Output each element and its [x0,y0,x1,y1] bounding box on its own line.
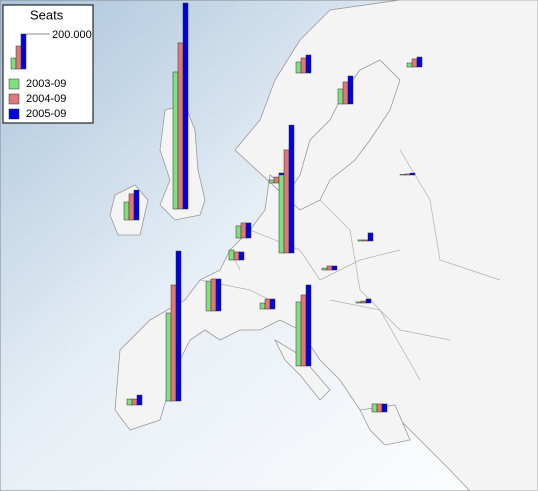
legend-title: Seats [30,7,64,22]
bar [321,267,328,271]
bar [268,179,275,184]
bar [300,294,307,367]
legend-swatch [8,78,20,90]
bar [182,2,189,210]
bar [360,300,367,304]
bar [259,302,266,310]
bar [305,284,312,367]
bar [288,124,295,254]
bar [404,173,411,176]
bar [165,312,172,402]
bar [245,222,252,239]
bar [331,265,338,271]
bar [347,75,354,105]
bar [205,280,212,312]
legend-sample [15,45,22,70]
legend-swatch [8,108,20,120]
bar [128,193,135,221]
bar [409,172,416,176]
scale-bar [20,33,27,70]
bar [381,403,388,413]
bar [355,301,362,304]
bar [175,250,182,402]
bar [278,174,285,254]
bar [233,251,240,261]
bar [123,201,130,221]
bar [411,58,418,68]
bar [235,225,242,239]
bar [295,61,302,74]
bar [416,56,423,68]
bar [269,298,276,310]
bar [136,394,143,406]
bar [273,176,280,184]
scale-label: 200.000 [52,29,92,41]
bar [126,398,133,406]
legend-label: 2005-09 [26,108,66,120]
bar [342,81,349,105]
bar [365,298,372,304]
bar [337,88,344,105]
bar [376,403,383,413]
bar [283,149,290,254]
bar [406,62,413,68]
bar [133,189,140,221]
bar [399,174,406,176]
bar [240,222,247,239]
legend-swatch [8,93,20,105]
bar [371,403,378,413]
bar [326,265,333,271]
bar [177,42,184,210]
legend-sample [10,57,17,70]
bar [300,57,307,74]
bar [305,54,312,74]
bar [367,232,374,242]
bar [215,278,222,312]
bar [228,249,235,261]
bar [210,278,217,312]
bar [362,239,369,242]
bar [238,251,245,261]
bar [170,284,177,402]
bar [295,301,302,367]
bar [131,398,138,406]
bar [357,239,364,242]
legend-label: 2004-09 [26,93,66,105]
legend-label: 2003-09 [26,78,66,90]
bar [172,71,179,210]
bar [264,298,271,310]
